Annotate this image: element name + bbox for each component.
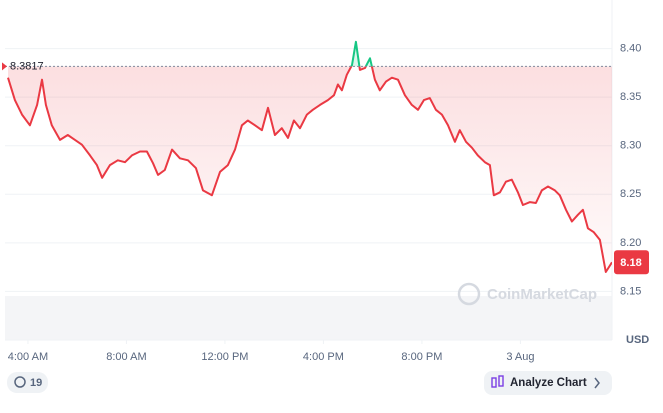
button-text[interactable]: Analyze Chart [510, 377, 587, 389]
x-tick-label: 4:00 PM [303, 351, 344, 363]
y-tick-label: 8.30 [620, 140, 641, 152]
x-tick-label: 8:00 PM [401, 351, 442, 363]
y-axis-label: USD [626, 334, 649, 346]
y-tick-label: 8.20 [620, 237, 641, 249]
button-bg[interactable] [484, 371, 612, 395]
price-tag-label: 8.18 [620, 257, 641, 269]
analyze-button[interactable]: Analyze Chart [484, 371, 612, 395]
watermark-text: CoinMarketCap [487, 286, 597, 303]
y-tick-label: 8.35 [620, 91, 641, 103]
x-tick-label: 12:00 PM [201, 351, 248, 363]
y-tick-label: 8.40 [620, 42, 641, 54]
y-tick-label: 8.15 [620, 285, 641, 297]
x-tick-label: 3 Aug [506, 351, 534, 363]
price-line [7, 66, 612, 273]
baseline-marker [2, 62, 7, 71]
x-tick-label: 4:00 AM [8, 351, 48, 363]
area-below [8, 66, 612, 272]
history-badge[interactable]: 19 [7, 372, 48, 393]
x-tick-label: 8:00 AM [106, 351, 146, 363]
y-tick-label: 8.25 [620, 188, 641, 200]
badge-text[interactable]: 19 [30, 377, 42, 389]
price-tag [614, 250, 649, 275]
baseline-label: 8.3817 [10, 60, 44, 72]
watermark: CoinMarketCap [457, 282, 597, 306]
volume-band [5, 296, 612, 340]
